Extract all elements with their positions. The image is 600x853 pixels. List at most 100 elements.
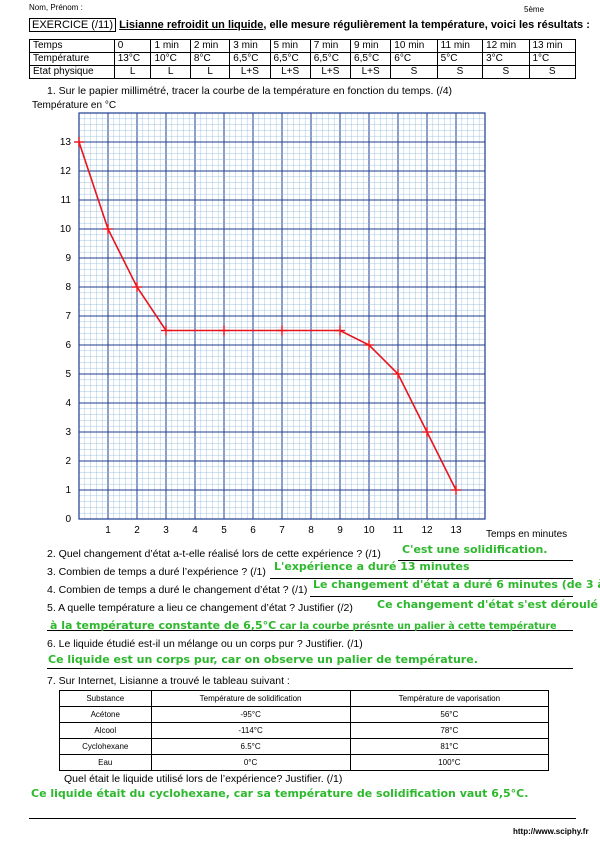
table-row: Eau 0°C 100°C bbox=[59, 754, 550, 771]
table-cell: -95°C bbox=[150, 706, 351, 723]
x-tick-label: 6 bbox=[250, 525, 256, 536]
table-cell: 8°C bbox=[189, 52, 231, 66]
table-cell: L bbox=[189, 65, 231, 79]
answer-3: L'expérience a duré 13 minutes bbox=[274, 560, 470, 573]
table-cell: Alcool bbox=[59, 722, 152, 739]
table-cell: 10°C bbox=[150, 52, 191, 66]
answer-5-justification: car la courbe présnte un palier à cette … bbox=[276, 621, 557, 632]
table-cell: 78°C bbox=[349, 722, 550, 739]
answer-4: Le changement d'état a duré 6 minutes (d… bbox=[313, 578, 600, 591]
data-point bbox=[132, 282, 142, 292]
table-cell: 56°C bbox=[349, 706, 550, 723]
table-cell: 12 min bbox=[482, 39, 530, 53]
table-cell: 1 min bbox=[150, 39, 191, 53]
answer-6: Ce liquide est un corps pur, car on obse… bbox=[48, 653, 478, 666]
table-cell: L bbox=[113, 65, 152, 79]
column-header: Substance bbox=[59, 690, 152, 707]
table-cell: 1°C bbox=[528, 52, 576, 66]
question-3: 3. Combien de temps a duré l’expérience … bbox=[47, 566, 266, 578]
row-label: Température bbox=[29, 52, 115, 66]
y-axis-label: Température en °C bbox=[32, 100, 116, 111]
table-cell: 81°C bbox=[349, 738, 550, 755]
data-point bbox=[219, 325, 229, 336]
y-tick-label: 3 bbox=[65, 427, 71, 438]
x-tick-label: 3 bbox=[163, 525, 169, 536]
y-tick-label: 10 bbox=[60, 224, 72, 235]
table-row: Cyclohexane 6.5°C 81°C bbox=[59, 738, 550, 755]
table-cell: Cyclohexane bbox=[59, 738, 152, 755]
exercise-intro: , elle mesure régulièrement la températu… bbox=[263, 19, 590, 31]
table-cell: 3 min bbox=[229, 39, 271, 53]
y-tick-label: 8 bbox=[65, 282, 71, 293]
table-cell: 100°C bbox=[349, 754, 550, 771]
table-cell: L+S bbox=[229, 65, 271, 79]
data-point bbox=[393, 369, 403, 379]
table-cell: 6,5°C bbox=[350, 52, 392, 66]
x-tick-label: 13 bbox=[450, 525, 462, 536]
x-axis-label: Temps en minutes bbox=[486, 529, 567, 540]
table-row: Etat physique L L L L+S L+S L+S L+S S S S S bbox=[29, 65, 576, 79]
y-tick-label: 2 bbox=[65, 456, 71, 467]
data-point bbox=[103, 224, 113, 234]
data-point bbox=[277, 325, 287, 336]
name-label: Nom, Prénom : bbox=[29, 3, 83, 12]
row-label: Temps bbox=[29, 39, 115, 53]
table-cell: L+S bbox=[269, 65, 311, 79]
table-cell: Acétone bbox=[59, 706, 152, 723]
y-tick-label: 11 bbox=[61, 195, 72, 206]
measurements-table: Temps 0 1 min 2 min 3 min 5 min 7 min 9 min 10 m… bbox=[29, 39, 576, 79]
y-tick-label: 1 bbox=[65, 485, 71, 496]
x-tick-label: 8 bbox=[308, 525, 314, 536]
y-tick-label: 9 bbox=[65, 253, 71, 264]
table-cell: Eau bbox=[59, 754, 152, 771]
question-6: 6. Le liquide étudié est-il un mélange o… bbox=[47, 638, 363, 650]
y-tick-label: 5 bbox=[65, 369, 71, 380]
table-cell: 6,5°C bbox=[309, 52, 352, 66]
y-tick-label: 0 bbox=[65, 514, 71, 525]
x-tick-label: 7 bbox=[279, 525, 285, 536]
table-cell: L+S bbox=[309, 65, 352, 79]
table-cell: 5°C bbox=[436, 52, 484, 66]
question-4: 4. Combien de temps a duré le changement… bbox=[47, 584, 308, 596]
table-row: Alcool -114°C 78°C bbox=[59, 722, 550, 739]
data-point bbox=[335, 325, 345, 336]
exercise-title: Lisianne refroidit un liquide bbox=[119, 19, 264, 31]
table-cell: 3°C bbox=[482, 52, 530, 66]
table-cell: 6.5°C bbox=[150, 738, 351, 755]
question-1: 1. Sur le papier millimétré, tracer la c… bbox=[47, 85, 453, 97]
table-cell: L bbox=[150, 65, 191, 79]
data-point bbox=[422, 427, 432, 437]
question-8: Quel était le liquide utilisé lors de l’… bbox=[64, 773, 343, 785]
x-tick-label: 10 bbox=[363, 525, 375, 536]
answer-5-main: à la température constante de 6,5°C bbox=[50, 619, 277, 632]
y-tick-label: 12 bbox=[60, 166, 72, 177]
chart-grid bbox=[78, 112, 486, 520]
answer-2: C'est une solidification. bbox=[402, 543, 548, 556]
y-tick-label: 7 bbox=[65, 311, 71, 322]
data-point bbox=[161, 325, 171, 336]
table-cell: 0°C bbox=[150, 754, 351, 771]
table-row: Température 13°C 10°C 8°C 6,5°C 6,5°C 6,5°C 6,5… bbox=[29, 52, 576, 66]
table-cell: 7 min bbox=[309, 39, 352, 53]
table-cell: L+S bbox=[350, 65, 392, 79]
table-cell: S bbox=[436, 65, 484, 79]
row-label: Etat physique bbox=[29, 65, 115, 79]
x-tick-label: 1 bbox=[105, 525, 111, 536]
table-cell: 6°C bbox=[390, 52, 438, 66]
data-point bbox=[451, 485, 461, 495]
footer-url: http://www.sciphy.fr bbox=[513, 827, 589, 836]
table-cell: S bbox=[482, 65, 530, 79]
column-header: Température de solidification bbox=[150, 690, 351, 707]
table-cell: S bbox=[528, 65, 576, 79]
question-7: 7. Sur Internet, Lisianne a trouvé le ta… bbox=[47, 675, 290, 687]
x-tick-label: 12 bbox=[421, 525, 433, 536]
table-cell: -114°C bbox=[150, 722, 351, 739]
table-cell: 2 min bbox=[189, 39, 231, 53]
table-cell: 6,5°C bbox=[269, 52, 311, 66]
answer-5-line-1: Ce changement d'état s'est déroulé bbox=[377, 598, 599, 611]
x-tick-label: 11 bbox=[393, 525, 404, 536]
y-tick-label: 6 bbox=[65, 340, 71, 351]
exercise-tag: EXERCICE (/11) bbox=[29, 18, 117, 32]
x-tick-label: 4 bbox=[192, 525, 198, 536]
